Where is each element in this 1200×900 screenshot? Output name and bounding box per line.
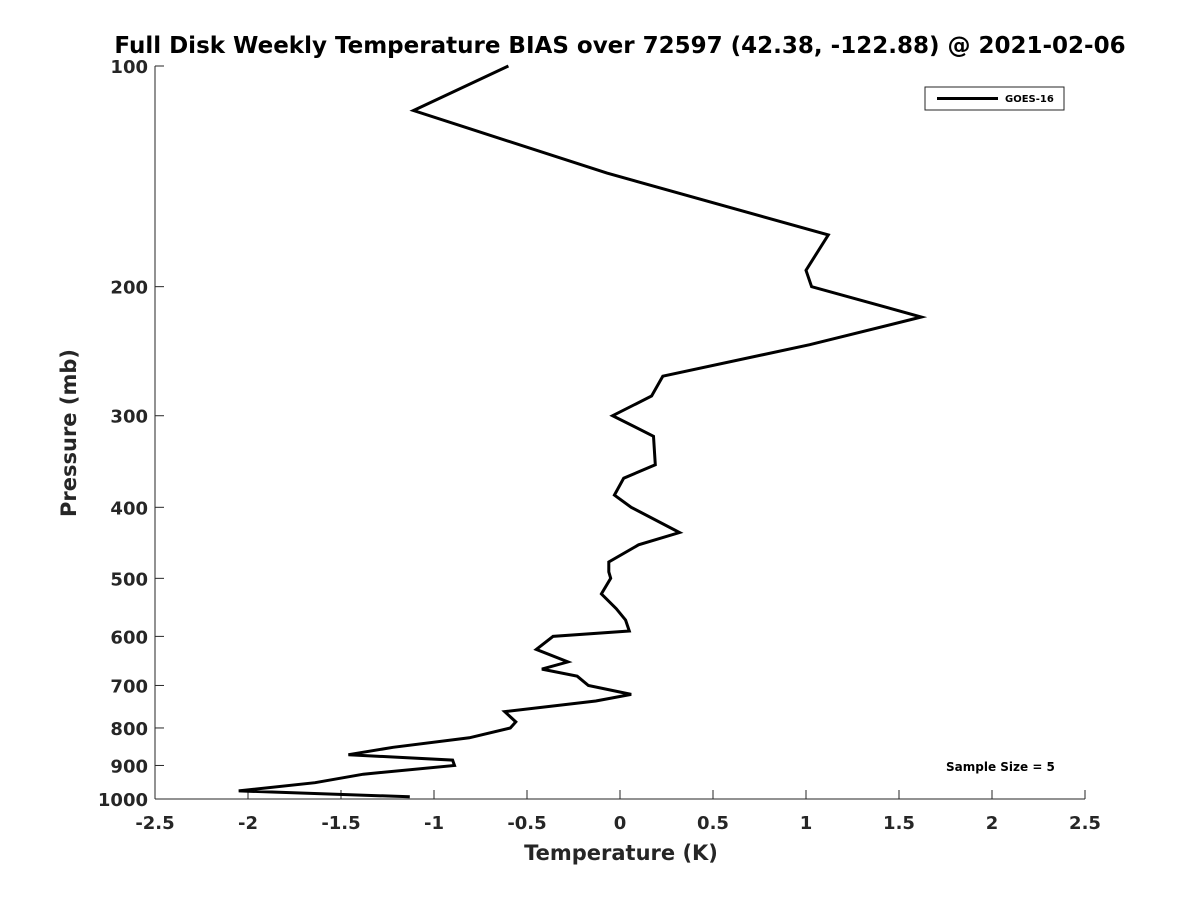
y-tick-label: 100 [110,57,148,78]
x-tick-label: -2.5 [135,813,174,834]
x-axis-label: Temperature (K) [524,841,718,865]
legend: GOES-16 [924,86,1065,111]
y-tick-label: 500 [110,569,148,590]
x-tick-label: 1.5 [883,813,915,834]
chart-title: Full Disk Weekly Temperature BIAS over 7… [114,33,1125,59]
y-tick-label: 400 [110,498,148,519]
y-tick-label: 1000 [98,790,148,811]
x-tick-label: 2 [986,813,999,834]
data-series [238,64,928,799]
x-tick-label: 0.5 [697,813,729,834]
x-tick-label: 0 [614,813,627,834]
y-tick-label: 900 [110,756,148,777]
sample-size-annotation: Sample Size = 5 [946,760,1055,774]
x-tick-label: -1 [424,813,444,834]
y-tick-label: 800 [110,719,148,740]
x-tick-label: 1 [800,813,813,834]
x-tick-label: -2 [238,813,258,834]
x-axis-ticks: -2.5 -2 -1.5 -1 -0.5 0 0.5 1 1.5 2 2.5 [135,790,1101,834]
y-tick-label: 200 [110,278,148,299]
y-axis-ticks: 100 200 300 400 500 600 700 800 900 1000 [98,57,164,811]
x-tick-label: -0.5 [507,813,546,834]
y-axis-label: Pressure (mb) [57,349,81,517]
y-tick-label: 700 [110,676,148,697]
y-tick-label: 600 [110,627,148,648]
x-tick-label: -1.5 [321,813,360,834]
x-tick-label: 2.5 [1069,813,1101,834]
y-tick-label: 300 [110,407,148,428]
legend-entry-goes16: GOES-16 [1005,94,1054,105]
series-line-goes16 [238,64,928,799]
